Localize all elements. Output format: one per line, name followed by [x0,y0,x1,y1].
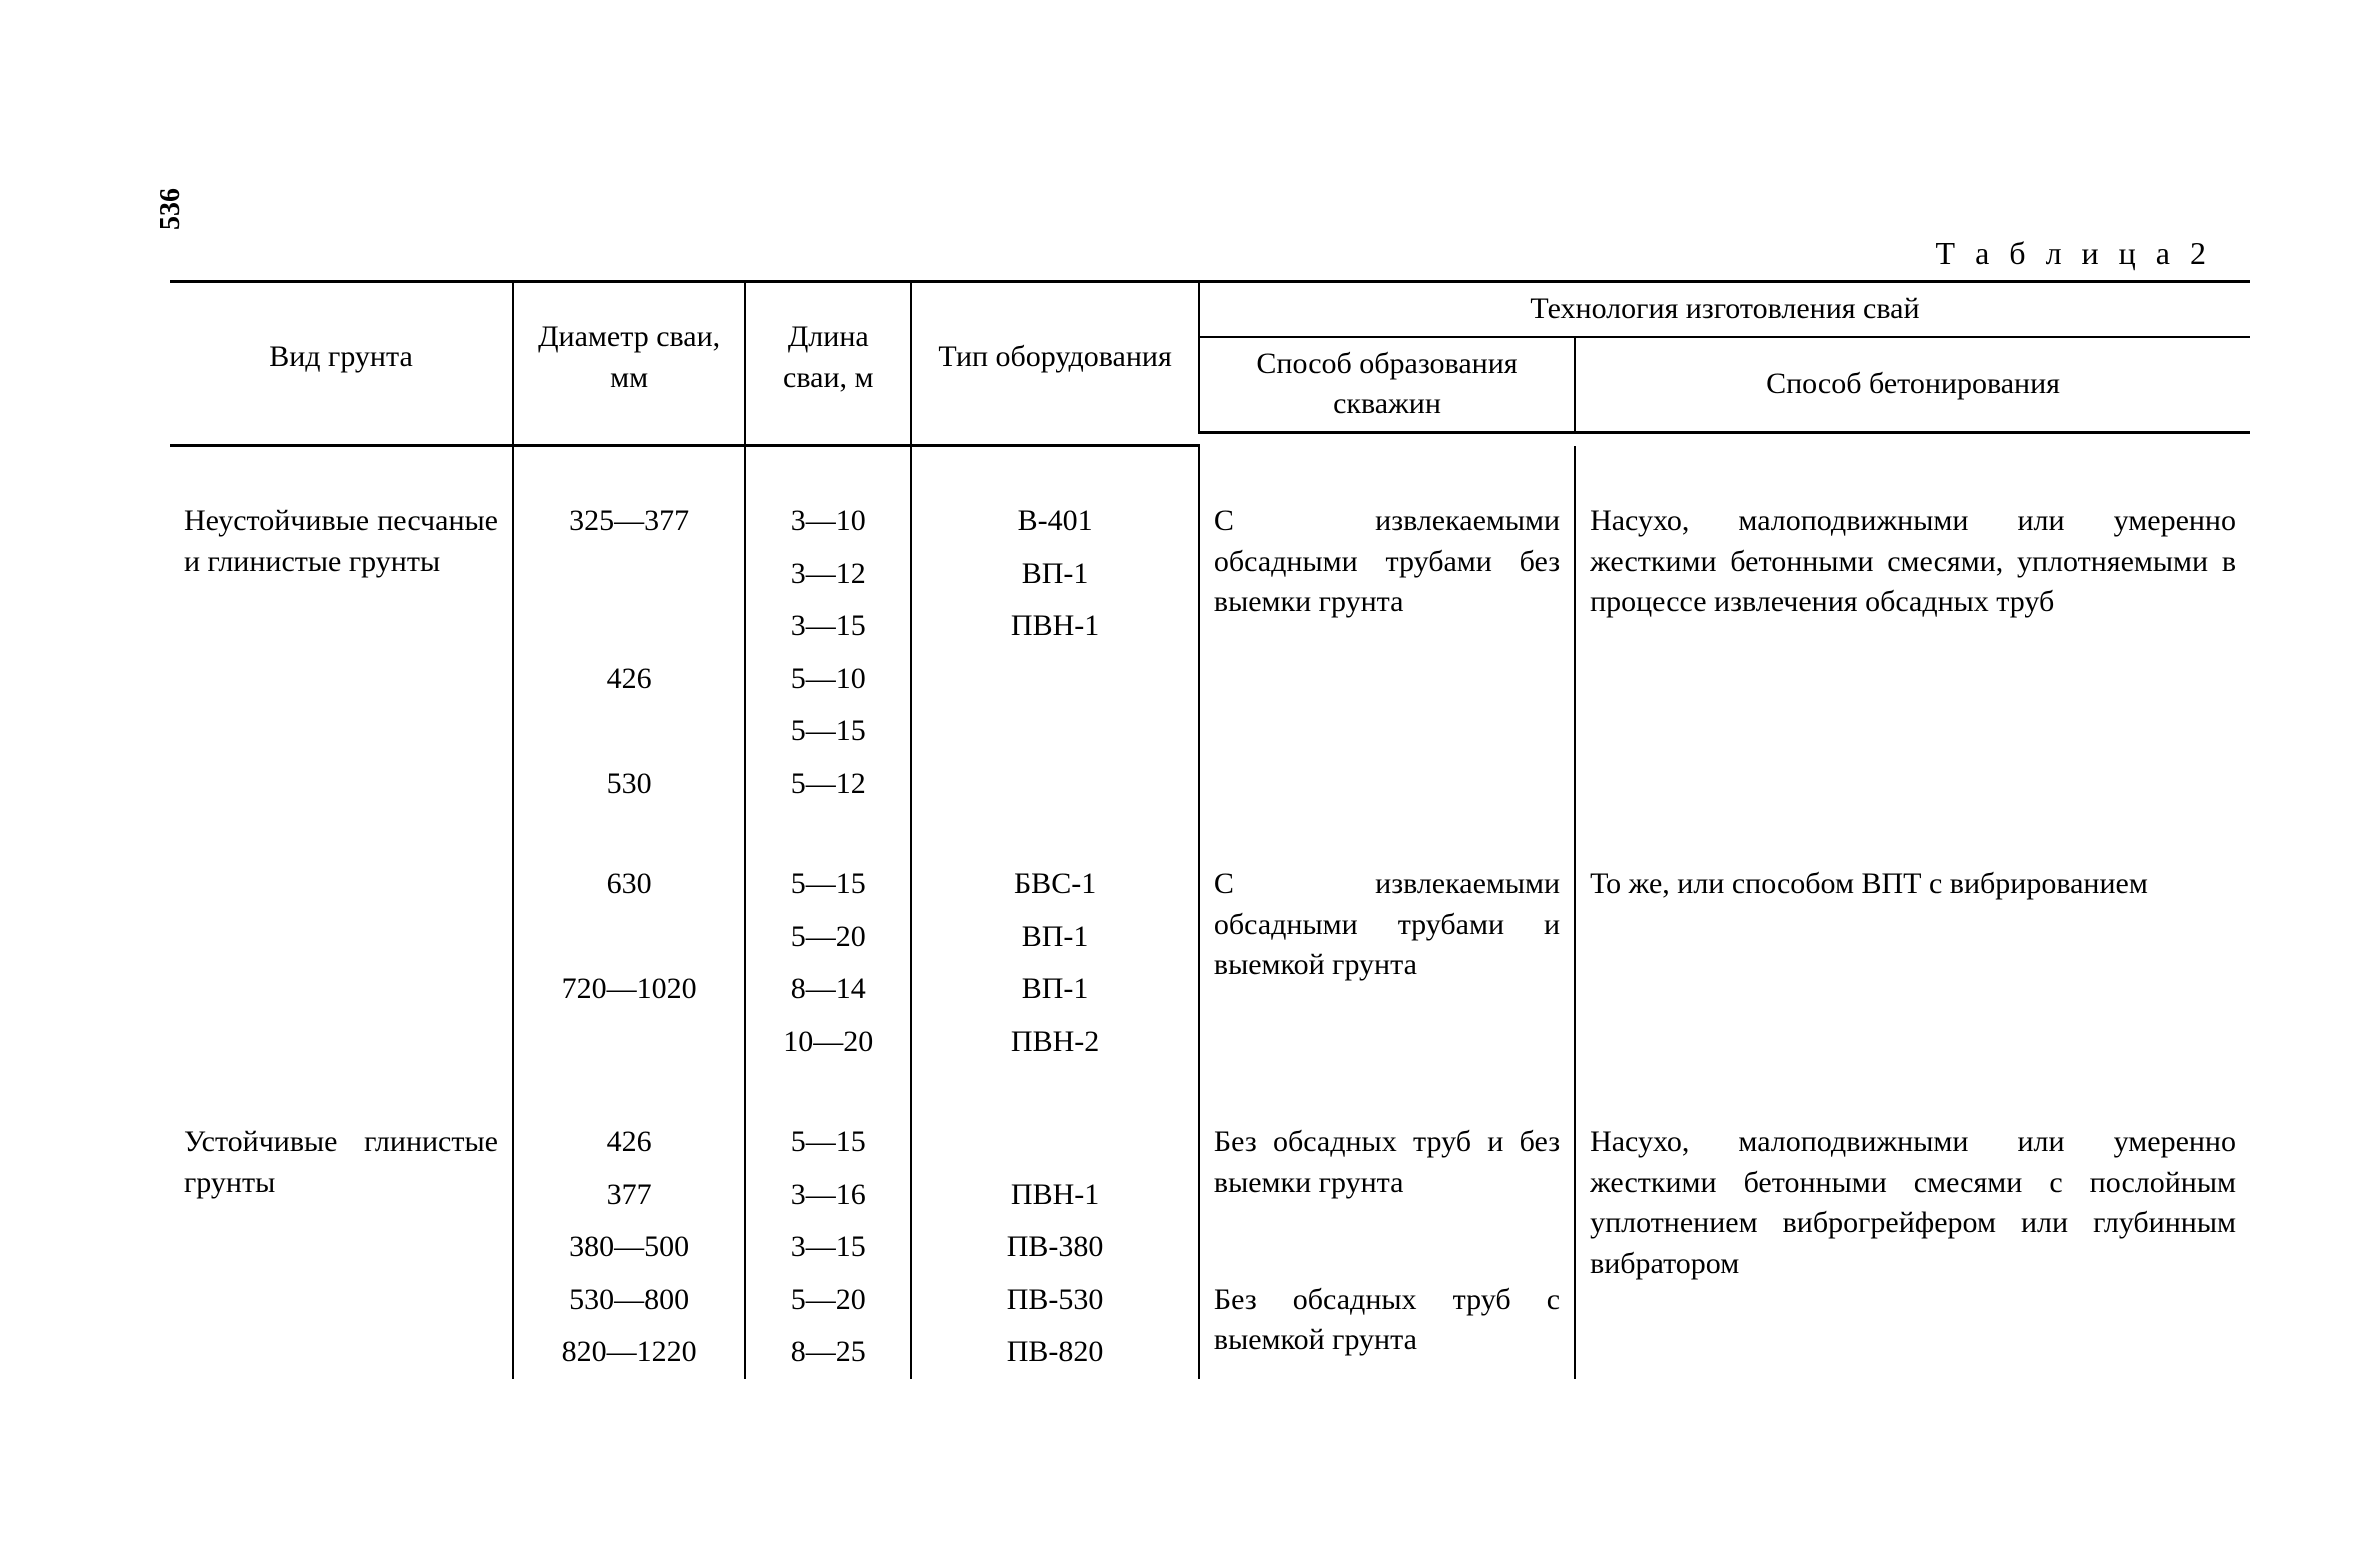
col-equipment: Тип оборудования [911,282,1199,433]
cell-equipment: ПВ-820 [911,1326,1199,1379]
table-row: 630 5—15 БВС-1 С извлекаемыми обсадными … [170,858,2250,911]
table-row: Неустойчивые песчаные и глини­стые грунт… [170,495,2250,548]
cell-equipment: ПВН-2 [911,1016,1199,1069]
cell-equipment: ПВ-530 [911,1274,1199,1327]
col-soil-type: Вид грунта [170,282,513,433]
cell-equipment: В-401 [911,495,1199,548]
col-length: Длина сваи, м [745,282,911,433]
cell-length: 5—10 [745,653,911,706]
cell-length: 3—15 [745,1221,911,1274]
cell-well-method: С извлекаемыми обсадными тру­бами без вы… [1199,495,1575,810]
cell-length: 5—15 [745,858,911,911]
cell-diameter [513,705,745,758]
cell-length: 3—12 [745,548,911,601]
col-technology-group: Технология изготовления свай [1199,282,2250,337]
pile-technology-table: Вид грунта Диаметр сваи, мм Длина сваи, … [170,280,2250,1379]
cell-equipment: БВС-1 [911,858,1199,911]
table-row: Устойчивые гли­нистые грунты 426 5—15 Бе… [170,1116,2250,1169]
cell-well-method: Без обсадных труб с выемкой грунта [1199,1274,1575,1379]
cell-equipment [911,758,1199,811]
cell-equipment: ВП-1 [911,548,1199,601]
cell-diameter [513,548,745,601]
table-caption: Т а б л и ц а 2 [1936,235,2212,272]
cell-diameter: 377 [513,1169,745,1222]
cell-concrete-method: Насухо, малоподвижными или умеренно жест… [1575,495,2250,810]
cell-length: 5—15 [745,1116,911,1169]
cell-length: 3—15 [745,600,911,653]
cell-equipment: ПВН-1 [911,600,1199,653]
cell-diameter: 426 [513,653,745,706]
cell-diameter: 325—377 [513,495,745,548]
cell-diameter: 820—1220 [513,1326,745,1379]
cell-equipment: ВП-1 [911,911,1199,964]
cell-soil: Устойчивые гли­нистые грунты [170,1116,513,1379]
cell-equipment: ПВ-380 [911,1221,1199,1274]
cell-length: 5—20 [745,911,911,964]
cell-equipment: ПВН-1 [911,1169,1199,1222]
cell-diameter [513,600,745,653]
cell-length: 8—14 [745,963,911,1016]
col-concrete-method: Способ бетонирования [1575,337,2250,433]
cell-diameter [513,1016,745,1069]
cell-diameter: 426 [513,1116,745,1169]
cell-length: 3—16 [745,1169,911,1222]
cell-length: 10—20 [745,1016,911,1069]
cell-diameter [513,911,745,964]
cell-well-method: Без обсадных труб и без выем­ки грунта [1199,1116,1575,1274]
cell-equipment [911,705,1199,758]
cell-concrete-method: То же, или способом ВПТ с виб­рированием [1575,858,2250,1068]
cell-concrete-method: Насухо, малоподвижными или умеренно жест… [1575,1116,2250,1379]
cell-equipment: ВП-1 [911,963,1199,1016]
cell-equipment [911,1116,1199,1169]
cell-diameter: 530—800 [513,1274,745,1327]
cell-well-method: С извлекаемыми обсадными тру­бами и выем… [1199,858,1575,1068]
cell-equipment [911,653,1199,706]
cell-diameter: 530 [513,758,745,811]
cell-length: 5—20 [745,1274,911,1327]
cell-length: 5—12 [745,758,911,811]
col-well-method: Способ образования скважин [1199,337,1575,433]
cell-length: 5—15 [745,705,911,758]
cell-diameter: 630 [513,858,745,911]
cell-length: 3—10 [745,495,911,548]
page-number: 536 [155,188,187,230]
cell-soil: Неустойчивые песчаные и глини­стые грунт… [170,495,513,810]
cell-diameter: 380—500 [513,1221,745,1274]
cell-length: 8—25 [745,1326,911,1379]
col-diameter: Диаметр сваи, мм [513,282,745,433]
cell-diameter: 720—1020 [513,963,745,1016]
